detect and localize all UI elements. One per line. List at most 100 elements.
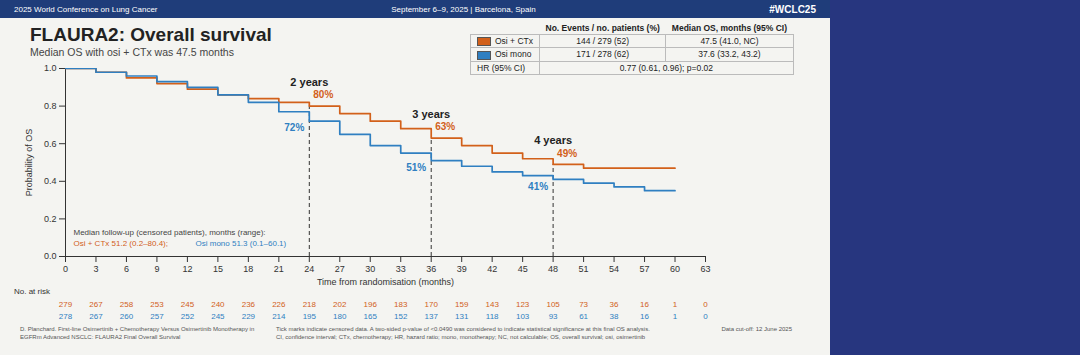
- svg-text:Osi mono 51.3 (0.1–60.1): Osi mono 51.3 (0.1–60.1): [196, 239, 287, 248]
- svg-text:80%: 80%: [313, 89, 333, 100]
- svg-text:16: 16: [640, 312, 649, 321]
- svg-text:9: 9: [154, 264, 159, 274]
- svg-text:6: 6: [124, 264, 129, 274]
- svg-text:60: 60: [670, 264, 680, 274]
- svg-text:0.8: 0.8: [44, 101, 57, 111]
- html-text:0.77 (0.61, 0.96); p=0.02: 0.77 (0.61, 0.96); p=0.02: [619, 62, 713, 73]
- svg-text:36: 36: [610, 300, 619, 309]
- svg-text:1: 1: [673, 312, 678, 321]
- svg-text:Osi + CTx 51.2 (0.2–80.4);: Osi + CTx 51.2 (0.2–80.4);: [74, 239, 169, 248]
- svg-text:218: 218: [303, 300, 317, 309]
- svg-text:72%: 72%: [284, 122, 304, 133]
- svg-text:180: 180: [333, 312, 347, 321]
- svg-text:0: 0: [63, 264, 68, 274]
- svg-text:278: 278: [59, 312, 73, 321]
- svg-text:279: 279: [59, 300, 73, 309]
- svg-text:152: 152: [394, 312, 408, 321]
- svg-text:253: 253: [150, 300, 164, 309]
- svg-text:252: 252: [181, 312, 195, 321]
- svg-text:103: 103: [516, 312, 530, 321]
- svg-text:159: 159: [455, 300, 469, 309]
- svg-text:30: 30: [365, 264, 375, 274]
- html-text:Median OS with osi + CTx was 4: Median OS with osi + CTx was 47.5 months: [30, 46, 234, 58]
- html-text:171 / 278 (62): 171 / 278 (62): [576, 49, 630, 60]
- svg-text:18: 18: [243, 264, 253, 274]
- html-text:HR (95% CI): HR (95% CI): [477, 62, 526, 73]
- svg-text:165: 165: [364, 312, 378, 321]
- svg-text:267: 267: [89, 300, 103, 309]
- svg-text:63: 63: [700, 264, 710, 274]
- html-text:Tick marks indicate censored d: Tick marks indicate censored data. A two…: [276, 326, 650, 340]
- svg-text:2 years: 2 years: [290, 76, 328, 88]
- svg-text:118: 118: [486, 312, 499, 321]
- svg-text:4 years: 4 years: [534, 134, 572, 146]
- svg-text:3 years: 3 years: [412, 108, 450, 120]
- svg-text:0: 0: [703, 300, 708, 309]
- svg-text:24: 24: [304, 264, 314, 274]
- svg-text:3: 3: [93, 264, 98, 274]
- svg-text:183: 183: [394, 300, 408, 309]
- svg-text:245: 245: [181, 300, 195, 309]
- svg-text:229: 229: [242, 312, 256, 321]
- svg-text:123: 123: [516, 300, 530, 309]
- svg-text:15: 15: [213, 264, 223, 274]
- svg-text:Probability of OS: Probability of OS: [24, 129, 34, 197]
- svg-text:260: 260: [120, 312, 134, 321]
- html-text:47.5 (41.0, NC): 47.5 (41.0, NC): [700, 36, 759, 47]
- svg-text:0.6: 0.6: [44, 139, 57, 149]
- svg-text:21: 21: [274, 264, 284, 274]
- svg-text:226: 226: [272, 300, 286, 309]
- svg-text:245: 245: [211, 312, 225, 321]
- svg-text:214: 214: [272, 312, 286, 321]
- svg-text:57: 57: [640, 264, 650, 274]
- svg-text:0.4: 0.4: [44, 176, 57, 186]
- svg-text:45: 45: [518, 264, 528, 274]
- svg-text:202: 202: [333, 300, 347, 309]
- svg-text:137: 137: [425, 312, 439, 321]
- svg-text:1.0: 1.0: [44, 63, 57, 73]
- svg-text:Median follow-up (censored pat: Median follow-up (censored patients), mo…: [74, 228, 266, 237]
- html-text:37.6 (33.2, 43.2): 37.6 (33.2, 43.2): [698, 49, 761, 60]
- svg-text:143: 143: [485, 300, 499, 309]
- svg-text:39: 39: [457, 264, 467, 274]
- svg-text:54: 54: [609, 264, 619, 274]
- svg-text:170: 170: [425, 300, 439, 309]
- svg-text:27: 27: [335, 264, 345, 274]
- svg-text:38: 38: [610, 312, 619, 321]
- svg-text:0.0: 0.0: [44, 251, 57, 261]
- svg-text:41%: 41%: [528, 181, 548, 192]
- svg-text:0: 0: [703, 312, 708, 321]
- html-text:144 / 279 (52): 144 / 279 (52): [576, 36, 630, 47]
- svg-text:12: 12: [182, 264, 192, 274]
- html-text:#WCLC25: #WCLC25: [769, 3, 816, 15]
- svg-text:131: 131: [455, 312, 469, 321]
- svg-text:240: 240: [211, 300, 225, 309]
- svg-text:267: 267: [89, 312, 103, 321]
- html-text:September 6–9, 2025 | Barcelon: September 6–9, 2025 | Barcelona, Spain: [391, 4, 536, 14]
- svg-text:236: 236: [242, 300, 256, 309]
- html-text:FLAURA2: Overall survival: FLAURA2: Overall survival: [30, 24, 272, 45]
- svg-text:1: 1: [673, 300, 678, 309]
- svg-text:195: 195: [303, 312, 317, 321]
- svg-text:Time from randomisation (month: Time from randomisation (months): [317, 277, 454, 287]
- html-text:2025 World Conference on Lung: 2025 World Conference on Lung Cancer: [14, 4, 158, 14]
- svg-text:42: 42: [487, 264, 497, 274]
- svg-text:49%: 49%: [557, 148, 577, 159]
- svg-text:73: 73: [579, 300, 588, 309]
- svg-text:93: 93: [549, 312, 558, 321]
- svg-text:63%: 63%: [435, 121, 455, 132]
- svg-text:258: 258: [120, 300, 134, 309]
- svg-text:33: 33: [396, 264, 406, 274]
- svg-text:51%: 51%: [406, 162, 426, 173]
- html-text:Osi mono: Osi mono: [495, 49, 532, 60]
- svg-text:51: 51: [579, 264, 589, 274]
- svg-text:48: 48: [548, 264, 558, 274]
- svg-text:0.2: 0.2: [44, 214, 57, 224]
- svg-text:257: 257: [150, 312, 164, 321]
- html-text:D. Planchard. First-line Osime: D. Planchard. First-line Osimertinib + C…: [20, 326, 255, 340]
- svg-text:61: 61: [579, 312, 588, 321]
- svg-text:105: 105: [546, 300, 560, 309]
- svg-text:36: 36: [426, 264, 436, 274]
- svg-text:16: 16: [640, 300, 649, 309]
- svg-text:196: 196: [364, 300, 378, 309]
